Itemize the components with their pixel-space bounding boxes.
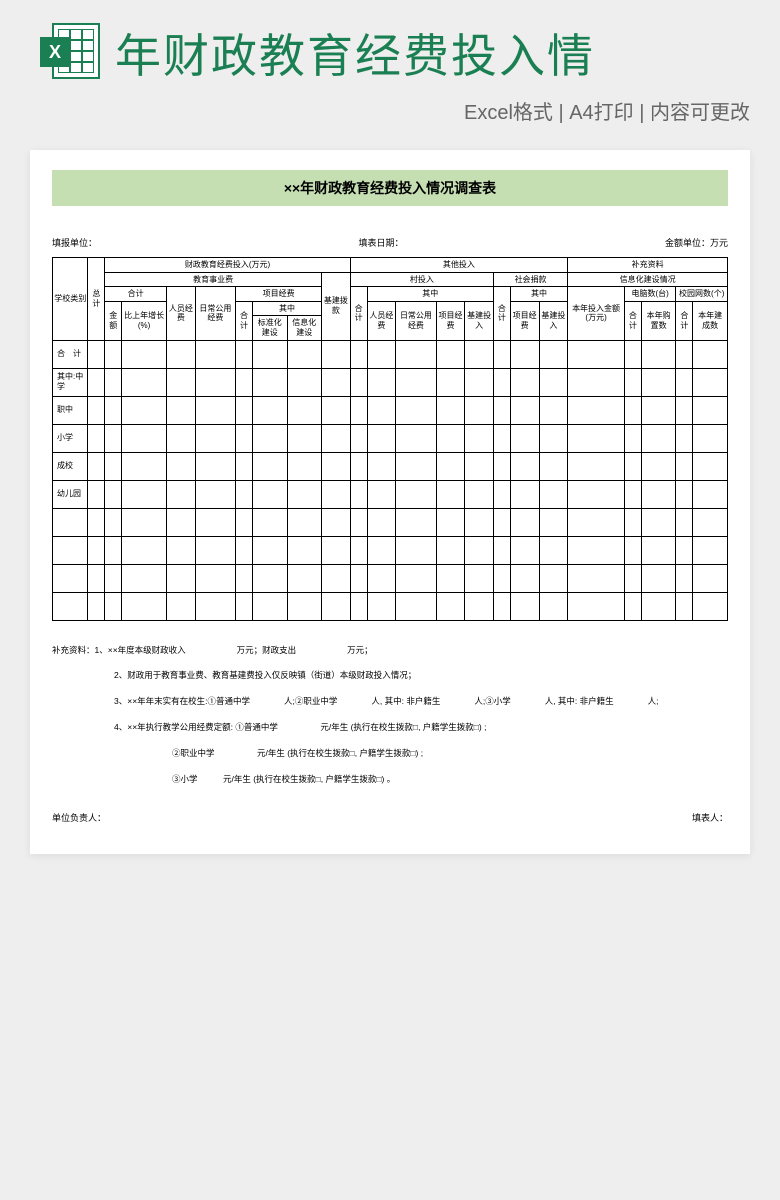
unit-label: 填报单位：: [52, 236, 97, 249]
note-4c: ③小学 元/年生 (执行在校生拨款□, 户籍学生拨款□) 。: [52, 768, 728, 792]
note-2: 2、财政用于教育事业费、教育基建费投入仅反映镇（街道）本级财政投入情况；: [52, 664, 728, 688]
notes-section: 补充资料：1、××年度本级财政收入 万元；财政支出 万元； 2、财政用于教育事业…: [52, 639, 728, 792]
signature-row: 单位负责人： 填表人：: [52, 811, 728, 824]
table-row: [53, 536, 728, 564]
doc-title: ××年财政教育经费投入情况调查表: [52, 170, 728, 206]
table-row: 职中: [53, 396, 728, 424]
page-title: 年财政教育经费投入情: [115, 20, 595, 86]
note-3: 3、××年年末实有在校生:①普通中学 人;②职业中学 人, 其中: 非户籍生 人…: [52, 690, 728, 714]
currency-label: 金额单位：万元: [665, 236, 728, 249]
table-row: 其中:中学: [53, 368, 728, 396]
table-row: [53, 564, 728, 592]
table-row: [53, 508, 728, 536]
table-row: 成校: [53, 452, 728, 480]
table-row: 小学: [53, 424, 728, 452]
page-header: X 年财政教育经费投入情: [0, 0, 780, 96]
main-table: 学校类别 总计 财政教育经费投入(万元) 其他投入 补充资料 教育事业费 基建拨…: [52, 257, 728, 621]
note-1: 补充资料：1、××年度本级财政收入 万元；财政支出 万元；: [52, 639, 728, 663]
excel-icon: X: [40, 23, 100, 83]
table-row: 幼儿园: [53, 480, 728, 508]
table-row: [53, 592, 728, 620]
note-4b: ②职业中学 元/年生 (执行在校生拨款□, 户籍学生拨款□) ;: [52, 742, 728, 766]
sign-left: 单位负责人：: [52, 811, 106, 824]
date-label: 填表日期：: [358, 236, 403, 249]
page-subtitle: Excel格式 | A4打印 | 内容可更改: [0, 96, 780, 150]
document-preview: ××年财政教育经费投入情况调查表 填报单位： 填表日期： 金额单位：万元 学校类…: [30, 150, 750, 854]
sign-right: 填表人：: [692, 811, 728, 824]
meta-row: 填报单位： 填表日期： 金额单位：万元: [52, 236, 728, 249]
table-row: 合 计: [53, 340, 728, 368]
note-4a: 4、××年执行教学公用经费定额: ①普通中学 元/年生 (执行在校生拨款□, 户…: [52, 716, 728, 740]
